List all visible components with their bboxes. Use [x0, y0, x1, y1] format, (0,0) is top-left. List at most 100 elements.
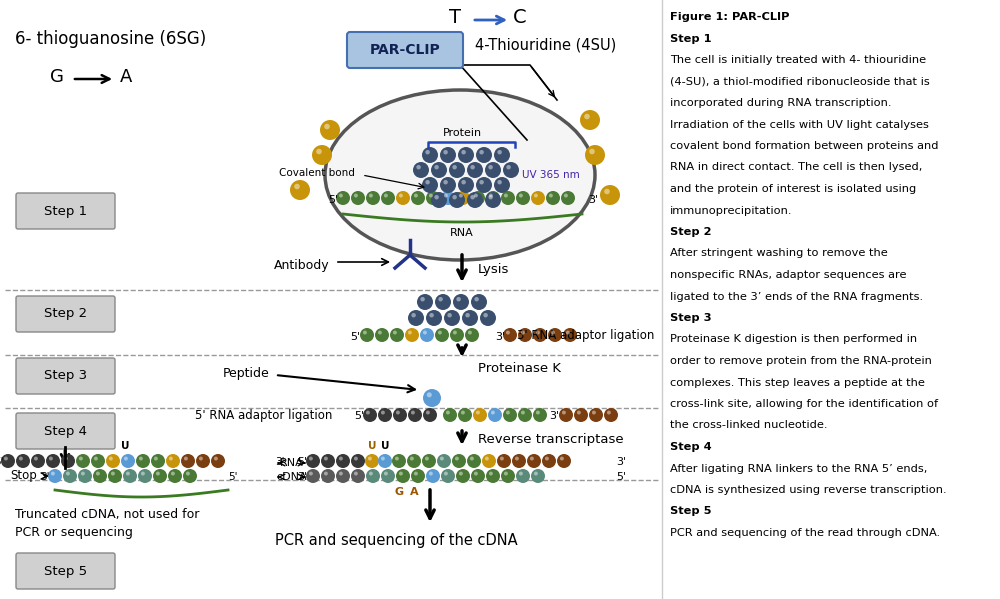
Circle shape	[378, 331, 382, 334]
Circle shape	[63, 469, 77, 483]
Text: G: G	[50, 68, 64, 86]
Circle shape	[96, 471, 100, 476]
Circle shape	[512, 454, 526, 468]
Ellipse shape	[325, 90, 595, 260]
Circle shape	[542, 454, 556, 468]
Circle shape	[61, 454, 75, 468]
Circle shape	[422, 454, 436, 468]
Circle shape	[76, 454, 90, 468]
Text: 6- thioguanosine (6SG): 6- thioguanosine (6SG)	[15, 30, 206, 48]
Circle shape	[410, 456, 414, 461]
Circle shape	[435, 294, 451, 310]
Circle shape	[381, 469, 395, 483]
Circle shape	[156, 471, 160, 476]
Circle shape	[339, 193, 343, 198]
Circle shape	[48, 469, 62, 483]
Circle shape	[503, 162, 519, 178]
Circle shape	[64, 456, 68, 461]
Circle shape	[446, 410, 450, 415]
Text: Peptide: Peptide	[223, 367, 270, 380]
Text: Step 5: Step 5	[44, 564, 87, 577]
Text: 3': 3'	[495, 332, 505, 342]
Circle shape	[534, 193, 538, 198]
Circle shape	[154, 456, 158, 461]
Circle shape	[109, 456, 113, 461]
Circle shape	[494, 147, 510, 163]
Circle shape	[124, 456, 128, 461]
Circle shape	[458, 408, 472, 422]
Circle shape	[461, 410, 465, 415]
Circle shape	[474, 297, 479, 301]
Circle shape	[494, 177, 510, 193]
Circle shape	[16, 454, 30, 468]
Circle shape	[49, 456, 53, 461]
Text: Proteinase K digestion is then performed in: Proteinase K digestion is then performed…	[670, 334, 917, 344]
Circle shape	[577, 410, 581, 415]
Circle shape	[518, 328, 532, 342]
Circle shape	[168, 469, 182, 483]
Text: RNA in direct contact. The cell is then lysed,: RNA in direct contact. The cell is then …	[670, 162, 922, 173]
Text: Stop: Stop	[10, 470, 37, 483]
Circle shape	[31, 454, 45, 468]
Circle shape	[449, 162, 465, 178]
Circle shape	[171, 471, 175, 476]
Circle shape	[290, 180, 310, 200]
Circle shape	[458, 177, 474, 193]
Circle shape	[506, 410, 510, 415]
Circle shape	[485, 456, 489, 461]
Circle shape	[566, 331, 570, 334]
Circle shape	[211, 454, 225, 468]
Circle shape	[592, 410, 596, 415]
Circle shape	[450, 328, 464, 342]
Circle shape	[336, 454, 350, 468]
Circle shape	[431, 192, 447, 208]
Circle shape	[324, 124, 330, 129]
Text: Step 1: Step 1	[44, 204, 87, 217]
Circle shape	[141, 471, 145, 476]
Circle shape	[126, 471, 130, 476]
Circle shape	[441, 191, 455, 205]
Circle shape	[320, 120, 340, 140]
Circle shape	[408, 408, 422, 422]
Text: 3': 3'	[297, 472, 307, 482]
Circle shape	[471, 469, 485, 483]
Circle shape	[488, 195, 493, 199]
Circle shape	[378, 454, 392, 468]
Circle shape	[405, 328, 419, 342]
Circle shape	[486, 469, 500, 483]
Text: Figure 1: PAR-CLIP: Figure 1: PAR-CLIP	[670, 12, 790, 22]
Text: 5': 5'	[228, 472, 238, 482]
Circle shape	[449, 192, 465, 208]
Circle shape	[476, 410, 480, 415]
Circle shape	[459, 471, 463, 476]
Circle shape	[399, 471, 403, 476]
Text: 3': 3'	[549, 411, 559, 421]
Circle shape	[79, 456, 83, 461]
Text: ligated to the 3’ ends of the RNA fragments.: ligated to the 3’ ends of the RNA fragme…	[670, 292, 923, 301]
Circle shape	[396, 469, 410, 483]
Circle shape	[434, 165, 439, 170]
Text: cross-link site, allowing for the identification of: cross-link site, allowing for the identi…	[670, 399, 938, 409]
FancyBboxPatch shape	[16, 193, 115, 229]
Text: Step 3: Step 3	[670, 313, 712, 323]
Circle shape	[1, 454, 15, 468]
Circle shape	[426, 410, 430, 415]
Circle shape	[309, 456, 313, 461]
Circle shape	[455, 456, 459, 461]
Circle shape	[604, 189, 610, 194]
Text: Truncated cDNA, not used for: Truncated cDNA, not used for	[15, 508, 199, 521]
Circle shape	[384, 471, 388, 476]
Circle shape	[366, 469, 380, 483]
Circle shape	[309, 471, 313, 476]
Circle shape	[411, 410, 415, 415]
Text: Step 3: Step 3	[44, 370, 87, 383]
Circle shape	[471, 294, 487, 310]
Circle shape	[46, 454, 60, 468]
Circle shape	[181, 454, 195, 468]
Circle shape	[585, 145, 605, 165]
Circle shape	[536, 331, 540, 334]
Circle shape	[316, 149, 322, 155]
Circle shape	[486, 191, 500, 205]
Circle shape	[420, 328, 434, 342]
Circle shape	[111, 471, 115, 476]
